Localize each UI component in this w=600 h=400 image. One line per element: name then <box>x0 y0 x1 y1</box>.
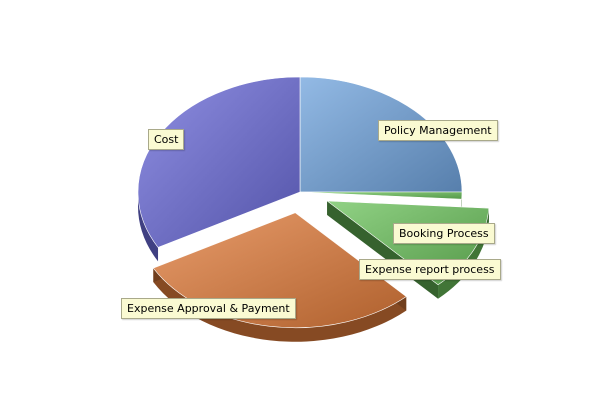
slice-side-expense-approval-and-payment <box>153 268 407 342</box>
slice-label-policy-management: Policy Management <box>378 120 498 141</box>
slice-label-expense-report-process: Expense report process <box>359 259 501 280</box>
slice-booking-process[interactable] <box>299 191 463 200</box>
slice-side-cost <box>138 192 159 262</box>
slice-label-expense-approval-and-payment: Expense Approval & Payment <box>121 298 296 319</box>
slice-label-cost: Cost <box>148 129 185 150</box>
slice-label-booking-process: Booking Process <box>393 223 495 244</box>
